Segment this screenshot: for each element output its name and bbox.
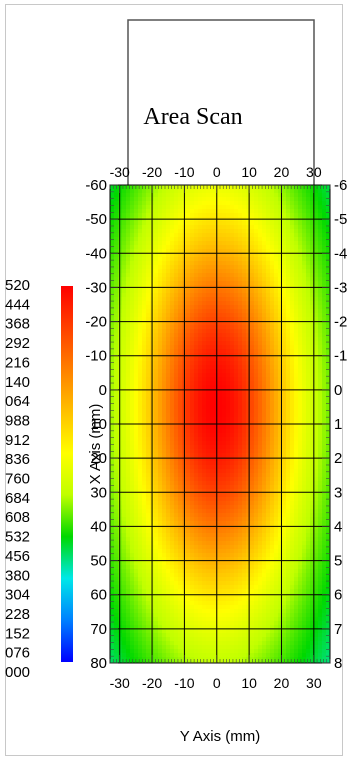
colorbar-label: 608 [5, 509, 30, 526]
y-tick-label-left: 60 [90, 587, 107, 604]
colorbar-label: 444 [5, 296, 30, 313]
x-axis-label: Y Axis (mm) [180, 728, 261, 745]
x-tick-label-top: 20 [274, 164, 290, 180]
y-tick-label-right: -4 [334, 245, 347, 262]
y-axis-label: X Axis (mm) [87, 404, 104, 485]
colorbar-label: 912 [5, 432, 30, 449]
y-tick-labels-right: -6 -5 -4 -3 -2 -1 0 1 2 3 4 5 6 7 8 [334, 177, 347, 672]
x-tick-label-bottom: -10 [174, 675, 194, 691]
colorbar-label: 000 [5, 664, 30, 681]
colorbar-label: 456 [5, 548, 30, 565]
x-tick-label-top: -20 [142, 164, 162, 180]
y-tick-label-left: -40 [85, 245, 107, 262]
colorbar-label: 988 [5, 412, 30, 429]
x-tick-label-bottom: -20 [142, 675, 162, 691]
colorbar-label: 152 [5, 625, 30, 642]
y-tick-label-right: -2 [334, 314, 347, 331]
x-tick-label-top: 30 [306, 164, 322, 180]
y-tick-label-left: 10 [90, 416, 107, 433]
y-tick-label-right: 2 [334, 450, 342, 467]
x-tick-labels-top: -30 -20 -10 0 10 20 30 [110, 164, 322, 180]
x-tick-label-bottom: 10 [241, 675, 257, 691]
y-tick-label-left: 30 [90, 484, 107, 501]
y-tick-label-left: -50 [85, 211, 107, 228]
colorbar [61, 286, 73, 662]
colorbar-label: 076 [5, 645, 30, 662]
x-tick-label-top: -30 [110, 164, 130, 180]
colorbar-label: 368 [5, 316, 30, 333]
colorbar-label: 380 [5, 567, 30, 584]
y-tick-label-right: 3 [334, 484, 342, 501]
x-tick-label-top: 10 [241, 164, 257, 180]
y-tick-label-right: 7 [334, 621, 342, 638]
y-tick-label-right: -1 [334, 348, 347, 365]
colorbar-label: 760 [5, 471, 30, 488]
y-tick-label-right: 0 [334, 382, 342, 399]
y-tick-label-right: -6 [334, 177, 347, 194]
x-tick-label-bottom: -30 [110, 675, 130, 691]
y-tick-label-left: 0 [99, 382, 107, 399]
y-tick-label-left: -10 [85, 348, 107, 365]
y-tick-label-right: 6 [334, 587, 342, 604]
x-tick-label-bottom: 30 [306, 675, 322, 691]
colorbar-label: 532 [5, 529, 30, 546]
y-tick-label-right: 5 [334, 553, 342, 570]
colorbar-label: 064 [5, 393, 30, 410]
y-tick-label-right: -5 [334, 211, 347, 228]
y-tick-label-left: -60 [85, 177, 107, 194]
y-tick-label-left: 70 [90, 621, 107, 638]
y-tick-label-left: 20 [90, 450, 107, 467]
colorbar-label: 140 [5, 374, 30, 391]
y-tick-labels-left: -60 -50 -40 -30 -20 -10 0 10 20 30 40 50 60 70 80 [85, 177, 107, 672]
y-tick-label-left: -30 [85, 279, 107, 296]
x-tick-labels-bottom: -30 -20 -10 0 10 20 30 [110, 675, 322, 691]
y-tick-label-right: 4 [334, 518, 342, 535]
heatmap-field [110, 185, 330, 663]
colorbar-label: 292 [5, 335, 30, 352]
colorbar-labels: 520 444 368 292 216 140 064 988 912 836 760 684 608 5… [5, 277, 30, 681]
y-tick-label-left: -20 [85, 314, 107, 331]
x-tick-label-top: -10 [174, 164, 194, 180]
colorbar-label: 520 [5, 277, 30, 294]
x-tick-label-top: 0 [213, 164, 221, 180]
x-tick-label-bottom: 0 [213, 675, 221, 691]
y-tick-label-left: 40 [90, 518, 107, 535]
y-tick-label-right: -3 [334, 279, 347, 296]
colorbar-label: 684 [5, 490, 30, 507]
y-tick-label-right: 1 [334, 416, 342, 433]
chart-title: Area Scan [143, 104, 242, 130]
y-tick-label-left: 50 [90, 553, 107, 570]
grid-lines [110, 184, 330, 664]
y-tick-label-right: 8 [334, 655, 342, 672]
x-tick-label-bottom: 20 [274, 675, 290, 691]
figure-frame [5, 4, 343, 756]
colorbar-label: 304 [5, 587, 30, 604]
colorbar-label: 216 [5, 354, 30, 371]
colorbar-label: 228 [5, 606, 30, 623]
y-tick-label-left: 80 [90, 655, 107, 672]
colorbar-label: 836 [5, 451, 30, 468]
axis-ticks [109, 184, 331, 664]
